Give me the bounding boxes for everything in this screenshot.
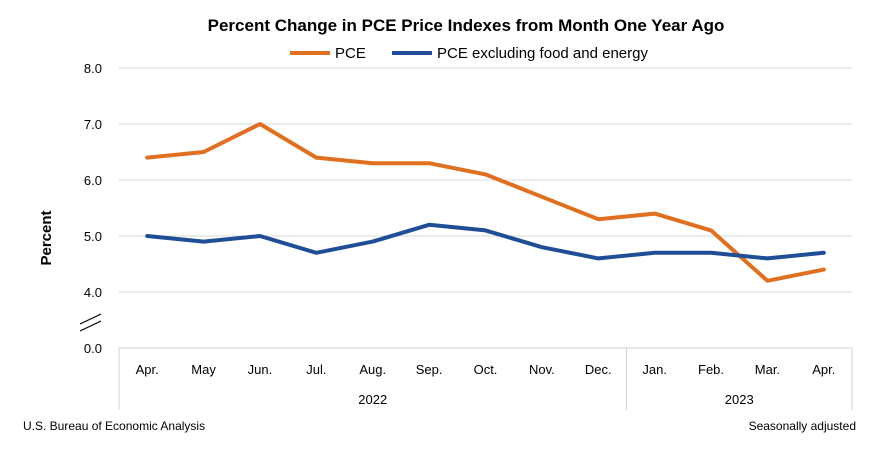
x-tick-label: Jul. [306,362,326,377]
x-tick-label: Mar. [755,362,780,377]
source-note: U.S. Bureau of Economic Analysis [23,419,206,433]
year-label: 2023 [725,392,754,407]
x-tick-label: May [191,362,216,377]
series-line-pce [145,122,826,283]
y-axis-label: Percent [38,210,55,265]
series-lines [145,122,826,283]
y-tick-label: 5.0 [84,229,102,244]
x-tick-label: Nov. [529,362,555,377]
x-tick-label: Oct. [474,362,498,377]
legend-label-core-pce: PCE excluding food and energy [437,45,648,62]
x-tick-labels: Apr. May Jun. Jul. Aug. Sep. Oct. Nov. Dec. Jan. F… [136,362,836,377]
y-tick-label: 7.0 [84,117,102,132]
x-tick-label: Jan. [642,362,667,377]
x-tick-label: Aug. [359,362,386,377]
x-tick-label: Sep. [416,362,443,377]
y-tick-labels: 8.0 7.0 6.0 5.0 4.0 0.0 [84,61,102,356]
year-labels: 2022 2023 [358,392,753,407]
legend: PCE PCE excluding food and energy [290,45,648,62]
legend-label-pce: PCE [335,45,366,62]
x-tick-label: Jun. [248,362,273,377]
chart-title: Percent Change in PCE Price Indexes from… [208,16,725,35]
y-tick-label: 4.0 [84,285,102,300]
year-label: 2022 [358,392,387,407]
y-tick-label: 6.0 [84,173,102,188]
x-tick-label: Apr. [136,362,159,377]
axis-break-icon [79,313,102,332]
y-tick-label: 8.0 [84,61,102,76]
x-tick-label: Apr. [812,362,835,377]
x-tick-label: Dec. [585,362,612,377]
adjustment-note: Seasonally adjusted [748,419,856,433]
y-tick-label: 0.0 [84,341,102,356]
x-tick-label: Feb. [698,362,724,377]
x-axis-category-frame [118,348,853,410]
series-line-core-pce [145,222,826,261]
